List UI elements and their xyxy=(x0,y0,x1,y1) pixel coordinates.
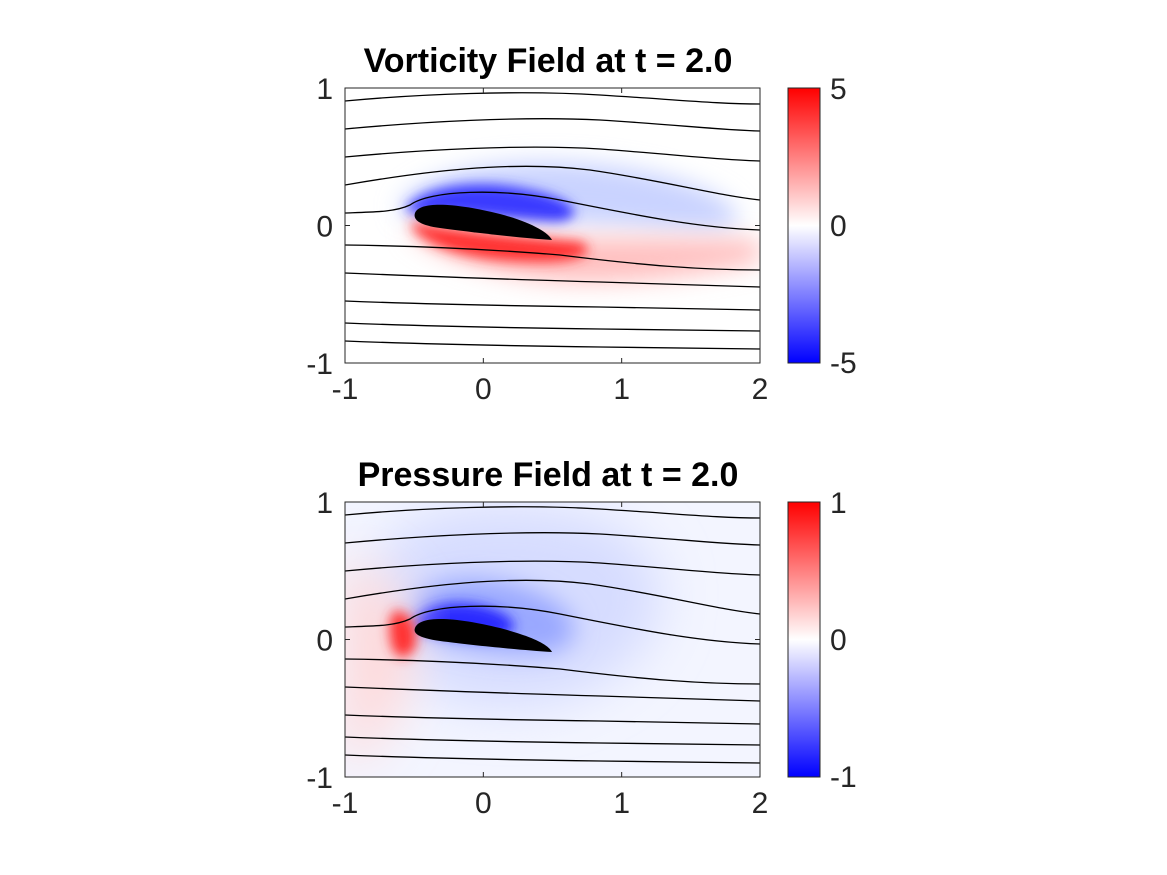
vorticity-colorbar-tick-min: -5 xyxy=(830,347,857,380)
streamline xyxy=(345,686,760,702)
vorticity-colorbar-bar xyxy=(787,87,821,364)
pressure-colorbar-bar xyxy=(787,501,821,778)
x-tick-label: 1 xyxy=(613,787,630,820)
streamline xyxy=(345,506,760,519)
streamline xyxy=(345,579,760,615)
x-tick-label: 0 xyxy=(475,787,492,820)
streamline xyxy=(345,118,760,132)
x-tick-label: 0 xyxy=(475,373,492,406)
x-tick-label: 2 xyxy=(752,787,769,820)
streamline xyxy=(345,92,760,105)
vorticity-axes: -1 0 1 2 -1 0 1 xyxy=(306,73,768,406)
streamline xyxy=(345,714,760,725)
x-tick-label: -1 xyxy=(332,373,359,406)
y-tick-label: 1 xyxy=(316,487,333,520)
vorticity-airfoil xyxy=(414,204,552,240)
y-tick-label: 0 xyxy=(316,625,333,658)
pressure-colorbar-tick-mid: 0 xyxy=(830,624,847,657)
y-tick-label: 1 xyxy=(316,73,333,106)
streamline xyxy=(345,146,760,162)
streamline xyxy=(345,532,760,546)
streamline xyxy=(345,560,760,576)
pressure-title: Pressure Field at t = 2.0 xyxy=(358,456,739,494)
pressure-axes: -1 0 1 2 -1 0 1 xyxy=(306,487,768,820)
pressure-colorbar: 1 0 -1 xyxy=(787,487,857,794)
pressure-field xyxy=(345,502,760,777)
y-tick-label: -1 xyxy=(306,762,333,795)
y-tick-label: -1 xyxy=(306,348,333,381)
vorticity-panel: Vorticity Field at t = 2.0 -1 0 1 2 -1 0 1 5 0 xyxy=(306,42,856,406)
streamline xyxy=(345,300,760,311)
y-tick-label: 0 xyxy=(316,211,333,244)
vorticity-title: Vorticity Field at t = 2.0 xyxy=(364,42,733,80)
x-tick-label: -1 xyxy=(332,787,359,820)
vorticity-positive-layer-core xyxy=(412,222,588,262)
pressure-panel: Pressure Field at t = 2.0 -1 0 1 2 -1 0 1 xyxy=(306,456,856,820)
vorticity-colorbar: 5 0 -5 xyxy=(787,73,857,380)
pressure-streamlines xyxy=(345,506,760,764)
streamline xyxy=(345,272,760,288)
streamline xyxy=(345,605,760,645)
streamline xyxy=(345,340,760,350)
vorticity-colorbar-tick-max: 5 xyxy=(830,73,847,106)
pressure-high-region-core xyxy=(389,610,417,658)
streamline xyxy=(345,191,760,231)
streamline xyxy=(345,165,760,201)
pressure-colorbar-tick-min: -1 xyxy=(830,761,857,794)
pressure-colorbar-tick-max: 1 xyxy=(830,487,847,520)
x-tick-label: 1 xyxy=(613,373,630,406)
streamline xyxy=(345,736,760,746)
streamline xyxy=(345,658,760,685)
vorticity-streamlines xyxy=(345,92,760,350)
streamline xyxy=(345,322,760,332)
streamline xyxy=(345,754,760,764)
pressure-airfoil xyxy=(414,618,552,652)
streamline xyxy=(345,244,760,271)
x-tick-label: 2 xyxy=(752,373,769,406)
vorticity-colorbar-tick-mid: 0 xyxy=(830,210,847,243)
